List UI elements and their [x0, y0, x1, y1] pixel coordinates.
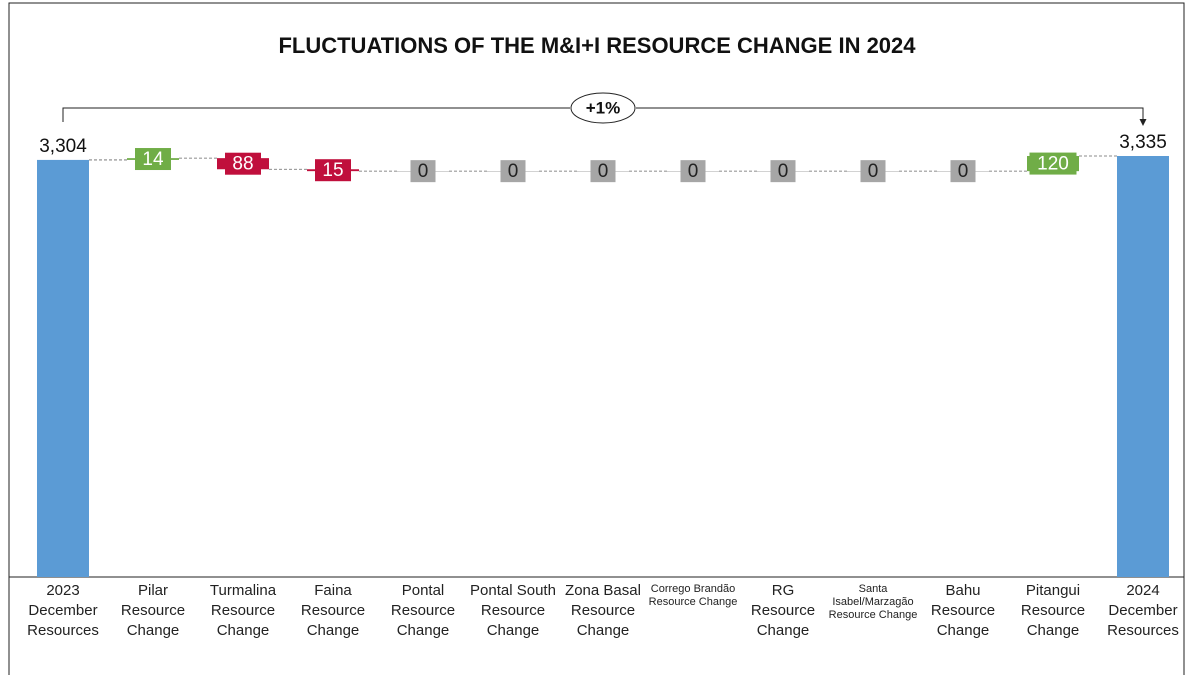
annotation-arrow — [1139, 119, 1147, 126]
value-label-box — [680, 160, 706, 183]
value-label-box — [315, 159, 351, 182]
x-tick-label: Bahu Resource Change — [930, 582, 996, 639]
value-label-box — [225, 152, 261, 175]
annotation-ellipse — [570, 92, 636, 124]
value-label: 0 — [508, 161, 519, 182]
bar — [37, 159, 89, 578]
value-label: 14 — [142, 149, 164, 170]
value-label: 0 — [868, 161, 879, 182]
value-label: 15 — [322, 160, 343, 181]
x-tick-label: Corrego Brandão Resource Change — [648, 583, 738, 608]
x-tick-label: 2023 December Resources — [27, 582, 99, 639]
value-label: 120 — [1037, 154, 1069, 175]
x-tick-label: Turmalina Resource Change — [209, 582, 277, 639]
x-tick-label: Zona Basal Resource Change — [565, 582, 641, 639]
value-label-box — [770, 160, 796, 183]
value-label-box — [500, 160, 526, 183]
x-tick-label: Faina Resource Change — [300, 582, 366, 639]
value-label: 3,335 — [1119, 132, 1167, 153]
annotation-bracket — [62, 107, 1144, 122]
value-label: 0 — [418, 161, 429, 182]
value-label-box — [590, 160, 616, 183]
bar — [1117, 156, 1169, 577]
x-tick-label: Santa Isabel/Marzagão Resource Change — [828, 583, 918, 621]
value-label-box — [950, 160, 976, 183]
value-label-box — [1029, 152, 1077, 175]
value-label: 88 — [232, 154, 253, 175]
x-tick-label: 2024 December Resources — [1107, 582, 1179, 639]
value-label: 3,304 — [39, 136, 87, 157]
annotation: +1% — [586, 98, 621, 117]
value-label-box — [860, 160, 886, 183]
value-label-box — [410, 160, 436, 183]
value-label-box — [135, 148, 171, 171]
x-tick-label: Pilar Resource Change — [120, 582, 186, 639]
chart-title: FLUCTUATIONS OF THE M&I+I RESOURCE CHANG… — [278, 33, 916, 58]
x-tick-label: Pontal Resource Change — [390, 582, 456, 639]
x-tick-label: Pontal South Resource Change — [470, 582, 556, 639]
value-label: 0 — [958, 161, 969, 182]
x-tick-label: RG Resource Change — [750, 582, 816, 639]
frame — [8, 2, 1185, 675]
x-tick-label: Pitangui Resource Change — [1020, 582, 1086, 639]
value-label: 0 — [688, 161, 699, 182]
value-label: 0 — [598, 161, 609, 182]
value-label: 0 — [778, 161, 789, 182]
